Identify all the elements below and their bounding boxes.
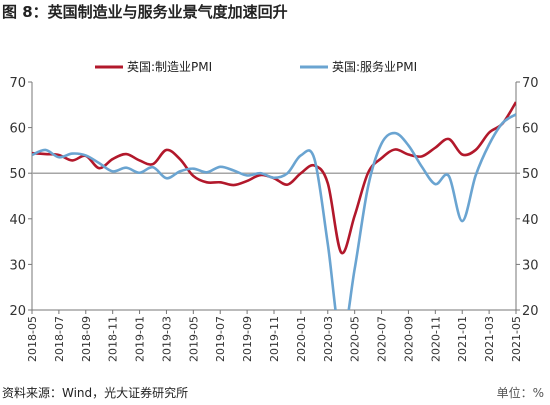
x-tick-label: 2020-09 bbox=[402, 316, 415, 362]
x-tick-label: 2021-03 bbox=[483, 316, 496, 362]
unit-note: 单位：% bbox=[496, 386, 544, 400]
x-tick-label: 2021-05 bbox=[510, 316, 523, 362]
y-tick-left-label: 50 bbox=[9, 167, 26, 182]
y-axis-left-ticks: 20 30 40 50 60 70 bbox=[9, 76, 32, 319]
x-tick-label: 2019-01 bbox=[134, 316, 147, 362]
y-axis-right-ticks: 20 30 40 50 60 70 bbox=[516, 76, 539, 319]
y-tick-right-label: 30 bbox=[522, 258, 539, 273]
legend-label-services: 英国:服务业PMI bbox=[332, 59, 417, 74]
series-lines bbox=[32, 101, 516, 310]
source-note: 资料来源：Wind，光大证券研究所 bbox=[2, 386, 189, 400]
x-tick-label: 2020-11 bbox=[429, 316, 442, 362]
x-tick-label: 2018-05 bbox=[26, 316, 39, 362]
y-tick-right-label: 40 bbox=[522, 213, 539, 228]
legend-label-manufacturing: 英国:制造业PMI bbox=[127, 60, 212, 74]
x-tick-label: 2020-07 bbox=[376, 316, 389, 362]
y-tick-right-label: 70 bbox=[522, 76, 539, 91]
x-tick-label: 2018-09 bbox=[80, 316, 93, 362]
y-tick-right-label: 20 bbox=[522, 304, 539, 319]
services-pmi-line bbox=[32, 113, 516, 310]
y-tick-left-label: 60 bbox=[9, 122, 26, 137]
x-tick-label: 2020-05 bbox=[349, 316, 362, 362]
y-tick-right-label: 60 bbox=[522, 122, 539, 137]
y-tick-left-label: 30 bbox=[9, 258, 26, 273]
x-tick-label: 2019-07 bbox=[214, 316, 227, 362]
x-tick-label: 2020-03 bbox=[322, 316, 335, 362]
x-tick-label: 2021-01 bbox=[456, 316, 469, 362]
x-axis-ticks: 2018-05 2018-07 2018-09 2018-11 2019-01 2019-… bbox=[26, 310, 523, 362]
x-tick-label: 2020-01 bbox=[295, 316, 308, 362]
x-tick-label: 2018-07 bbox=[53, 316, 66, 362]
x-tick-label: 2019-11 bbox=[268, 316, 281, 362]
chart-axes bbox=[31, 82, 517, 311]
chart-legend: 英国:制造业PMI 英国:服务业PMI bbox=[95, 59, 417, 74]
x-tick-label: 2019-09 bbox=[241, 316, 254, 362]
x-tick-label: 2019-03 bbox=[160, 316, 173, 362]
y-tick-left-label: 20 bbox=[9, 304, 26, 319]
y-tick-right-label: 50 bbox=[522, 167, 539, 182]
x-tick-label: 2019-05 bbox=[187, 316, 200, 362]
y-tick-left-label: 70 bbox=[9, 76, 26, 91]
figure-title: 图 8：英国制造业与服务业景气度加速回升 bbox=[2, 3, 288, 21]
y-tick-left-label: 40 bbox=[9, 213, 26, 228]
x-tick-label: 2018-11 bbox=[107, 316, 120, 362]
